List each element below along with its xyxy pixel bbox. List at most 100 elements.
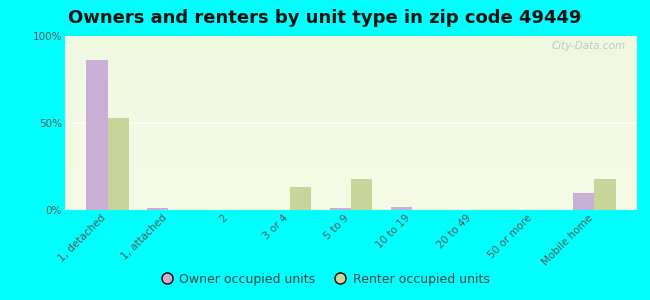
Bar bbox=[65, 111, 637, 112]
Bar bbox=[65, 165, 637, 166]
Bar bbox=[65, 54, 637, 55]
Bar bbox=[65, 120, 637, 121]
Bar bbox=[65, 78, 637, 79]
Bar bbox=[594, 179, 616, 210]
Bar bbox=[65, 131, 637, 132]
Bar bbox=[65, 176, 637, 177]
Bar bbox=[65, 130, 637, 131]
Bar bbox=[65, 58, 637, 59]
Bar bbox=[65, 141, 637, 142]
Bar bbox=[147, 208, 168, 210]
Bar bbox=[65, 36, 637, 37]
Bar bbox=[65, 206, 637, 207]
Bar bbox=[65, 167, 637, 168]
Bar bbox=[65, 178, 637, 179]
Bar bbox=[65, 182, 637, 183]
Bar bbox=[65, 188, 637, 189]
Bar bbox=[65, 154, 637, 155]
Bar bbox=[65, 118, 637, 119]
Bar bbox=[65, 51, 637, 52]
Bar bbox=[65, 104, 637, 105]
Bar bbox=[65, 150, 637, 151]
Bar bbox=[65, 53, 637, 54]
Bar bbox=[65, 202, 637, 203]
Bar bbox=[65, 117, 637, 118]
Bar bbox=[65, 148, 637, 149]
Bar bbox=[65, 203, 637, 204]
Bar bbox=[65, 91, 637, 92]
Bar bbox=[65, 112, 637, 113]
Bar bbox=[65, 133, 637, 134]
Bar bbox=[65, 79, 637, 80]
Bar bbox=[65, 175, 637, 176]
Bar bbox=[65, 80, 637, 81]
Bar bbox=[65, 55, 637, 56]
Bar bbox=[65, 40, 637, 41]
Bar bbox=[290, 188, 311, 210]
Bar bbox=[65, 152, 637, 153]
Bar bbox=[65, 158, 637, 159]
Bar bbox=[65, 138, 637, 139]
Bar bbox=[65, 179, 637, 180]
Bar bbox=[65, 47, 637, 48]
Bar bbox=[65, 161, 637, 162]
Bar bbox=[65, 156, 637, 157]
Bar bbox=[65, 163, 637, 164]
Bar bbox=[391, 206, 412, 210]
Bar bbox=[65, 100, 637, 101]
Bar bbox=[65, 198, 637, 199]
Bar bbox=[65, 61, 637, 62]
Bar bbox=[65, 64, 637, 65]
Bar bbox=[65, 75, 637, 76]
Bar bbox=[65, 95, 637, 96]
Bar bbox=[65, 177, 637, 178]
Bar bbox=[330, 208, 351, 210]
Bar bbox=[65, 116, 637, 117]
Bar bbox=[65, 205, 637, 206]
Bar bbox=[65, 193, 637, 194]
Bar bbox=[65, 137, 637, 138]
Bar bbox=[65, 46, 637, 47]
Bar bbox=[65, 196, 637, 197]
Bar bbox=[65, 65, 637, 66]
Bar bbox=[65, 68, 637, 69]
Bar bbox=[65, 164, 637, 165]
Bar bbox=[65, 132, 637, 133]
Bar bbox=[65, 87, 637, 88]
Bar bbox=[65, 159, 637, 160]
Bar bbox=[65, 121, 637, 122]
Bar bbox=[573, 193, 594, 210]
Bar bbox=[65, 72, 637, 73]
Bar bbox=[65, 169, 637, 170]
Bar bbox=[65, 174, 637, 175]
Bar bbox=[65, 124, 637, 125]
Bar bbox=[65, 74, 637, 75]
Bar bbox=[65, 100, 637, 101]
Bar bbox=[65, 119, 637, 120]
Bar bbox=[65, 207, 637, 208]
Bar bbox=[65, 93, 637, 94]
Bar bbox=[65, 84, 637, 85]
Bar bbox=[65, 181, 637, 182]
Bar bbox=[65, 142, 637, 143]
Bar bbox=[65, 171, 637, 172]
Bar bbox=[65, 101, 637, 102]
Bar bbox=[65, 59, 637, 60]
Bar bbox=[65, 170, 637, 171]
Bar bbox=[65, 113, 637, 114]
Bar bbox=[65, 102, 637, 103]
Bar bbox=[65, 209, 637, 210]
Bar bbox=[65, 49, 637, 50]
Bar bbox=[65, 123, 637, 124]
Bar bbox=[65, 39, 637, 40]
Bar bbox=[65, 125, 637, 126]
Bar bbox=[65, 105, 637, 106]
Bar bbox=[65, 109, 637, 110]
Bar bbox=[65, 194, 637, 195]
Bar bbox=[65, 183, 637, 184]
Bar bbox=[65, 88, 637, 89]
Bar bbox=[65, 189, 637, 190]
Bar bbox=[65, 201, 637, 202]
Bar bbox=[65, 97, 637, 98]
Bar bbox=[65, 208, 637, 209]
